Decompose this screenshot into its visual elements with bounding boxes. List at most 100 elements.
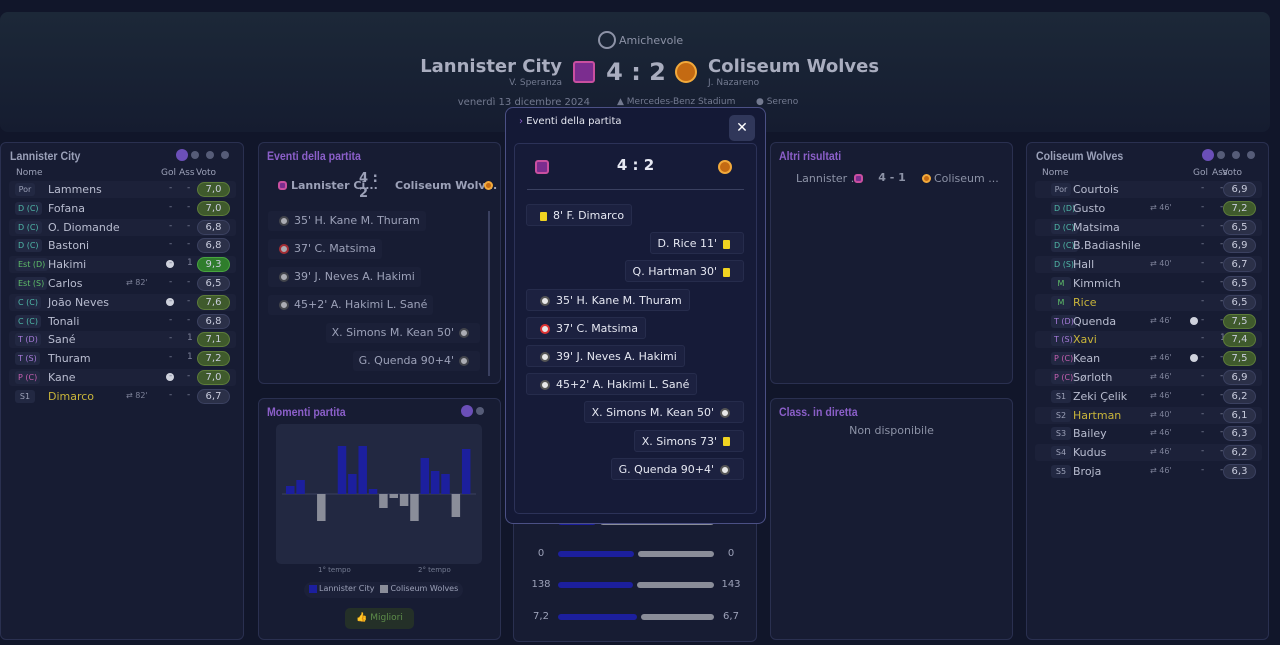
sub-info: ⇄ 46' [1150,428,1172,438]
rating: 7,4 [1223,332,1256,348]
goals: - [1201,277,1205,287]
player-name: Tonali [48,314,80,328]
away-lineup-panel: Coliseum Wolves Nome Gol Ass Voto Por Courtois… [1026,142,1269,640]
rating: 6,5 [1223,219,1256,235]
column-header: Ass [1212,168,1228,178]
moment-bar [296,480,305,494]
event: 37' C. Matsima [268,239,382,259]
player-name: Kimmich [1073,277,1121,290]
assists: - [1220,446,1224,457]
page-dot [221,151,229,159]
page-dot [206,151,214,159]
score: 4 : 2 [616,156,655,174]
moment-bar [399,494,409,506]
modal-body: 4 : 2 8' F. Dimarco D. Rice 11' Q. Hartman … [514,143,757,514]
position-tag: D (C) [15,220,42,234]
assists: 1 [187,258,193,269]
event-text: 35' H. Kane M. Thuram [556,293,682,307]
assists: 1 [1220,333,1226,343]
player-row: Est (D) Hakimi - 1 9,3 [9,256,236,274]
position-tag: M [1051,277,1071,290]
close-button[interactable]: ✕ [729,115,755,141]
player-row: D (S) Hall ⇄ 40' - -6,7 [1035,256,1262,274]
event-text: 39' J. Neves A. Hakimi [556,350,677,363]
player-name: Quenda [1073,314,1117,328]
sub-info: ⇄ 40' [1150,259,1172,269]
event-icon [459,328,469,338]
player-row: D (C) Matsima - -6,5 [1035,218,1262,236]
player-name: Zeki Çelik [1073,389,1128,403]
player-name: João Neves [48,295,109,309]
event-icon [720,408,730,419]
away-badge [922,174,931,183]
stat-away: 0 [727,547,735,559]
event-icon [540,323,550,334]
sub-info: ⇄ 82' [126,278,148,287]
goals: - [169,333,173,344]
modal-title: › Eventi della partita [519,116,622,127]
position-tag: C (C) [15,314,41,328]
away-badge [675,61,697,83]
sub-minute: 82' [135,390,148,400]
goals: - [169,314,173,325]
event: 8' F. Dimarco [526,204,633,226]
message: Non disponibile [849,424,934,437]
position-tag: Por [1051,183,1071,196]
events-modal: › Eventi della partita ✕ 4 : 2 8' F. Dima… [505,107,766,524]
rating: 6,2 [1223,388,1256,404]
legend: Lannister City Coliseum Wolves [304,582,464,598]
event: Q. Hartman 30' [624,260,744,283]
player-name: O. Diomande [48,220,120,234]
sub-info: ⇄ 46' [1150,466,1172,475]
competition-icon [598,31,616,49]
player-row: P (C) Kane - -7,0 [9,369,236,386]
score: 4 : 2 [359,171,378,201]
event-icon [279,216,289,226]
player-name: Hakimi [48,258,87,272]
event: X. Simons M. Kean 50' [325,323,480,343]
page-dot [176,149,188,161]
event-text: 37' C. Matsima [294,242,376,255]
assists: - [187,183,191,193]
page-dot [1232,151,1240,159]
goals: - [1201,408,1205,419]
event-text: 45+2' A. Hakimi L. Sané [294,298,428,311]
page-dot [191,151,199,159]
rating: 6,8 [197,238,230,254]
moment-bar [358,446,367,494]
position-tag: S4 [1051,446,1071,460]
rating: 7,1 [197,332,230,348]
player-name: Lammens [48,183,102,196]
stadium: ▲ Mercedes-Benz Stadium [617,97,736,107]
moment-bar [461,449,471,494]
home-coach: V. Speranza [509,78,562,88]
player-row: C (C) Tonali - -6,8 [9,313,236,330]
player-row: P (C) Sørloth ⇄ 46' - -6,9 [1035,369,1262,386]
rating: 6,7 [1223,257,1256,273]
assists: - [1220,408,1224,419]
player-name: Thuram [48,352,91,366]
rating: 7,0 [197,200,230,216]
column-header: Voto [196,168,216,178]
event-icon [459,356,469,366]
sub-minute: 40' [1159,259,1172,269]
event: 39' J. Neves A. Hakimi [268,267,421,287]
assists: - [1220,277,1224,287]
rating: 6,8 [197,219,230,235]
goals: - [169,277,173,287]
stat-away: 143 [721,579,741,591]
player-row: D (D) Gusto ⇄ 46' - -7,2 [1035,200,1262,217]
goal-icon [1190,354,1198,363]
event-text: 8' F. Dimarco [553,209,625,222]
player-name: Bailey [1073,427,1107,441]
event-icon [279,272,289,282]
position-tag: P (C) [1051,352,1077,366]
assists: 1 [187,333,193,344]
position-tag: D (C) [15,201,42,215]
rating: 6,1 [1223,407,1256,423]
best-button[interactable]: 👍 Migliori [345,608,414,629]
assists: - [1220,258,1224,269]
stat-home: 0 [537,547,545,559]
player-row: D (C) B.Badiashile - -6,9 [1035,237,1262,254]
sub-minute: 46' [1159,428,1172,438]
